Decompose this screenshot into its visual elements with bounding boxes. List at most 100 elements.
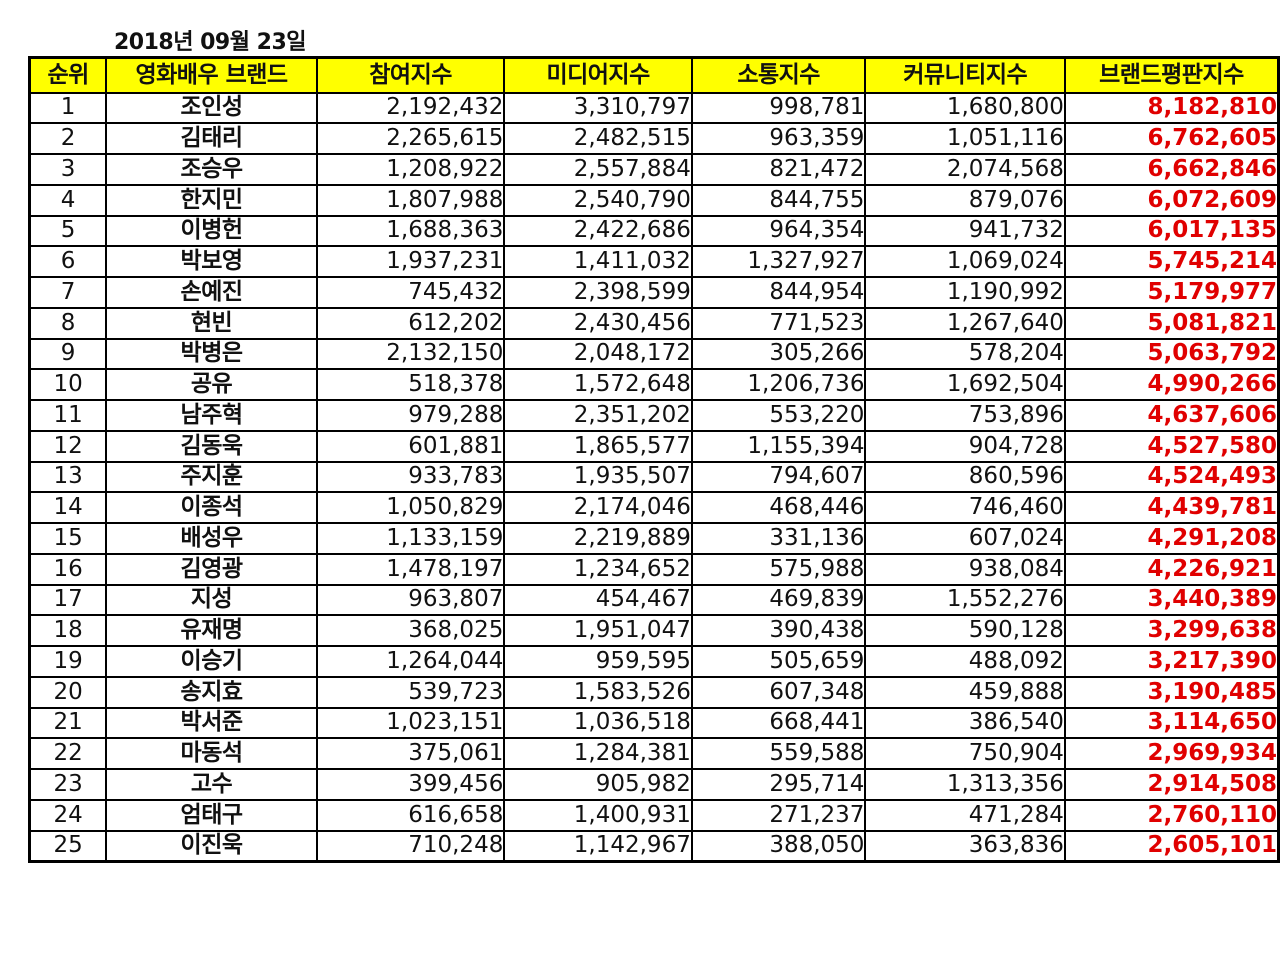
cell-participation-index: 1,807,988 xyxy=(315,183,506,217)
cell-participation-index: 2,132,150 xyxy=(315,337,506,371)
cell-brand-reputation-index: 6,662,846 xyxy=(1063,153,1280,186)
cell-participation-index: 1,478,197 xyxy=(315,552,506,586)
cell-brand-reputation-index: 3,299,638 xyxy=(1063,614,1280,647)
header-participation-index: 참여지수 xyxy=(315,56,506,94)
cell-communication-index: 668,441 xyxy=(690,706,867,740)
cell-participation-index: 399,456 xyxy=(315,768,506,801)
cell-actor-name: 현빈 xyxy=(105,306,318,340)
cell-actor-name: 김태리 xyxy=(105,122,318,155)
cell-rank: 16 xyxy=(28,552,108,586)
cell-media-index: 1,284,381 xyxy=(503,737,693,770)
cell-communication-index: 468,446 xyxy=(690,491,867,524)
cell-rank: 12 xyxy=(28,429,108,463)
cell-participation-index: 601,881 xyxy=(315,429,506,463)
cell-brand-reputation-index: 6,072,609 xyxy=(1063,183,1280,217)
cell-participation-index: 616,658 xyxy=(315,798,506,832)
table-row: 25 이진욱 710,248 1,142,967 388,050 363,836 2,605… xyxy=(28,829,1280,863)
cell-communication-index: 305,266 xyxy=(690,337,867,371)
cell-actor-name: 손예진 xyxy=(105,276,318,309)
table-row: 6 박보영 1,937,231 1,411,032 1,327,927 1,069,024… xyxy=(28,245,1280,278)
table-row: 14 이종석 1,050,829 2,174,046 468,446 746,460 4,4… xyxy=(28,491,1280,524)
cell-communication-index: 771,523 xyxy=(690,306,867,340)
cell-rank: 7 xyxy=(28,276,108,309)
cell-actor-name: 박서준 xyxy=(105,706,318,740)
cell-rank: 4 xyxy=(28,183,108,217)
table-row: 1 조인성 2,192,432 3,310,797 998,781 1,680,800 8,… xyxy=(28,91,1280,125)
table-row: 15 배성우 1,133,159 2,219,889 331,136 607,024 4,2… xyxy=(28,522,1280,555)
cell-actor-name: 지성 xyxy=(105,583,318,617)
cell-media-index: 1,865,577 xyxy=(503,429,693,463)
cell-rank: 9 xyxy=(28,337,108,371)
cell-rank: 14 xyxy=(28,491,108,524)
cell-community-index: 860,596 xyxy=(864,460,1066,494)
cell-brand-reputation-index: 4,226,921 xyxy=(1063,552,1280,586)
cell-brand-reputation-index: 5,081,821 xyxy=(1063,306,1280,340)
header-brand-reputation-index: 브랜드평판지수 xyxy=(1063,56,1280,94)
cell-rank: 2 xyxy=(28,122,108,155)
cell-actor-name: 이종석 xyxy=(105,491,318,524)
cell-media-index: 2,557,884 xyxy=(503,153,693,186)
table-row: 8 현빈 612,202 2,430,456 771,523 1,267,640 5,081… xyxy=(28,306,1280,340)
cell-actor-name: 배성우 xyxy=(105,522,318,555)
cell-communication-index: 553,220 xyxy=(690,399,867,432)
cell-brand-reputation-index: 2,605,101 xyxy=(1063,829,1280,863)
cell-media-index: 2,540,790 xyxy=(503,183,693,217)
cell-actor-name: 조승우 xyxy=(105,153,318,186)
cell-brand-reputation-index: 4,527,580 xyxy=(1063,429,1280,463)
cell-participation-index: 518,378 xyxy=(315,368,506,401)
cell-actor-name: 김영광 xyxy=(105,552,318,586)
cell-participation-index: 539,723 xyxy=(315,675,506,709)
cell-communication-index: 963,359 xyxy=(690,122,867,155)
table-row: 20 송지효 539,723 1,583,526 607,348 459,888 3,190… xyxy=(28,675,1280,709)
cell-brand-reputation-index: 3,114,650 xyxy=(1063,706,1280,740)
table-row: 7 손예진 745,432 2,398,599 844,954 1,190,992 5,17… xyxy=(28,276,1280,309)
cell-brand-reputation-index: 4,439,781 xyxy=(1063,491,1280,524)
cell-actor-name: 고수 xyxy=(105,768,318,801)
cell-rank: 18 xyxy=(28,614,108,647)
cell-communication-index: 271,237 xyxy=(690,798,867,832)
cell-rank: 21 xyxy=(28,706,108,740)
cell-brand-reputation-index: 3,440,389 xyxy=(1063,583,1280,617)
cell-actor-name: 박보영 xyxy=(105,245,318,278)
cell-community-index: 471,284 xyxy=(864,798,1066,832)
table-body: 1 조인성 2,192,432 3,310,797 998,781 1,680,800 8,… xyxy=(28,91,1280,863)
cell-brand-reputation-index: 6,017,135 xyxy=(1063,214,1280,248)
cell-rank: 17 xyxy=(28,583,108,617)
cell-media-index: 1,572,648 xyxy=(503,368,693,401)
cell-brand-reputation-index: 4,524,493 xyxy=(1063,460,1280,494)
table-row: 4 한지민 1,807,988 2,540,790 844,755 879,076 6,07… xyxy=(28,183,1280,217)
cell-communication-index: 331,136 xyxy=(690,522,867,555)
cell-communication-index: 1,206,736 xyxy=(690,368,867,401)
cell-media-index: 1,951,047 xyxy=(503,614,693,647)
cell-rank: 19 xyxy=(28,645,108,678)
cell-participation-index: 368,025 xyxy=(315,614,506,647)
cell-community-index: 746,460 xyxy=(864,491,1066,524)
cell-media-index: 2,174,046 xyxy=(503,491,693,524)
cell-community-index: 1,552,276 xyxy=(864,583,1066,617)
cell-participation-index: 1,023,151 xyxy=(315,706,506,740)
cell-communication-index: 794,607 xyxy=(690,460,867,494)
cell-rank: 20 xyxy=(28,675,108,709)
cell-actor-name: 남주혁 xyxy=(105,399,318,432)
cell-brand-reputation-index: 8,182,810 xyxy=(1063,91,1280,125)
cell-brand-reputation-index: 5,745,214 xyxy=(1063,245,1280,278)
cell-rank: 13 xyxy=(28,460,108,494)
cell-communication-index: 1,155,394 xyxy=(690,429,867,463)
cell-media-index: 2,430,456 xyxy=(503,306,693,340)
table-row: 2 김태리 2,265,615 2,482,515 963,359 1,051,116 6,… xyxy=(28,122,1280,155)
cell-media-index: 3,310,797 xyxy=(503,91,693,125)
cell-brand-reputation-index: 3,190,485 xyxy=(1063,675,1280,709)
cell-participation-index: 612,202 xyxy=(315,306,506,340)
cell-rank: 25 xyxy=(28,829,108,863)
cell-participation-index: 1,050,829 xyxy=(315,491,506,524)
cell-community-index: 1,680,800 xyxy=(864,91,1066,125)
cell-rank: 5 xyxy=(28,214,108,248)
cell-media-index: 1,583,526 xyxy=(503,675,693,709)
cell-actor-name: 이진욱 xyxy=(105,829,318,863)
cell-participation-index: 2,192,432 xyxy=(315,91,506,125)
cell-rank: 22 xyxy=(28,737,108,770)
cell-community-index: 488,092 xyxy=(864,645,1066,678)
cell-participation-index: 963,807 xyxy=(315,583,506,617)
cell-rank: 23 xyxy=(28,768,108,801)
header-media-index: 미디어지수 xyxy=(503,56,693,94)
